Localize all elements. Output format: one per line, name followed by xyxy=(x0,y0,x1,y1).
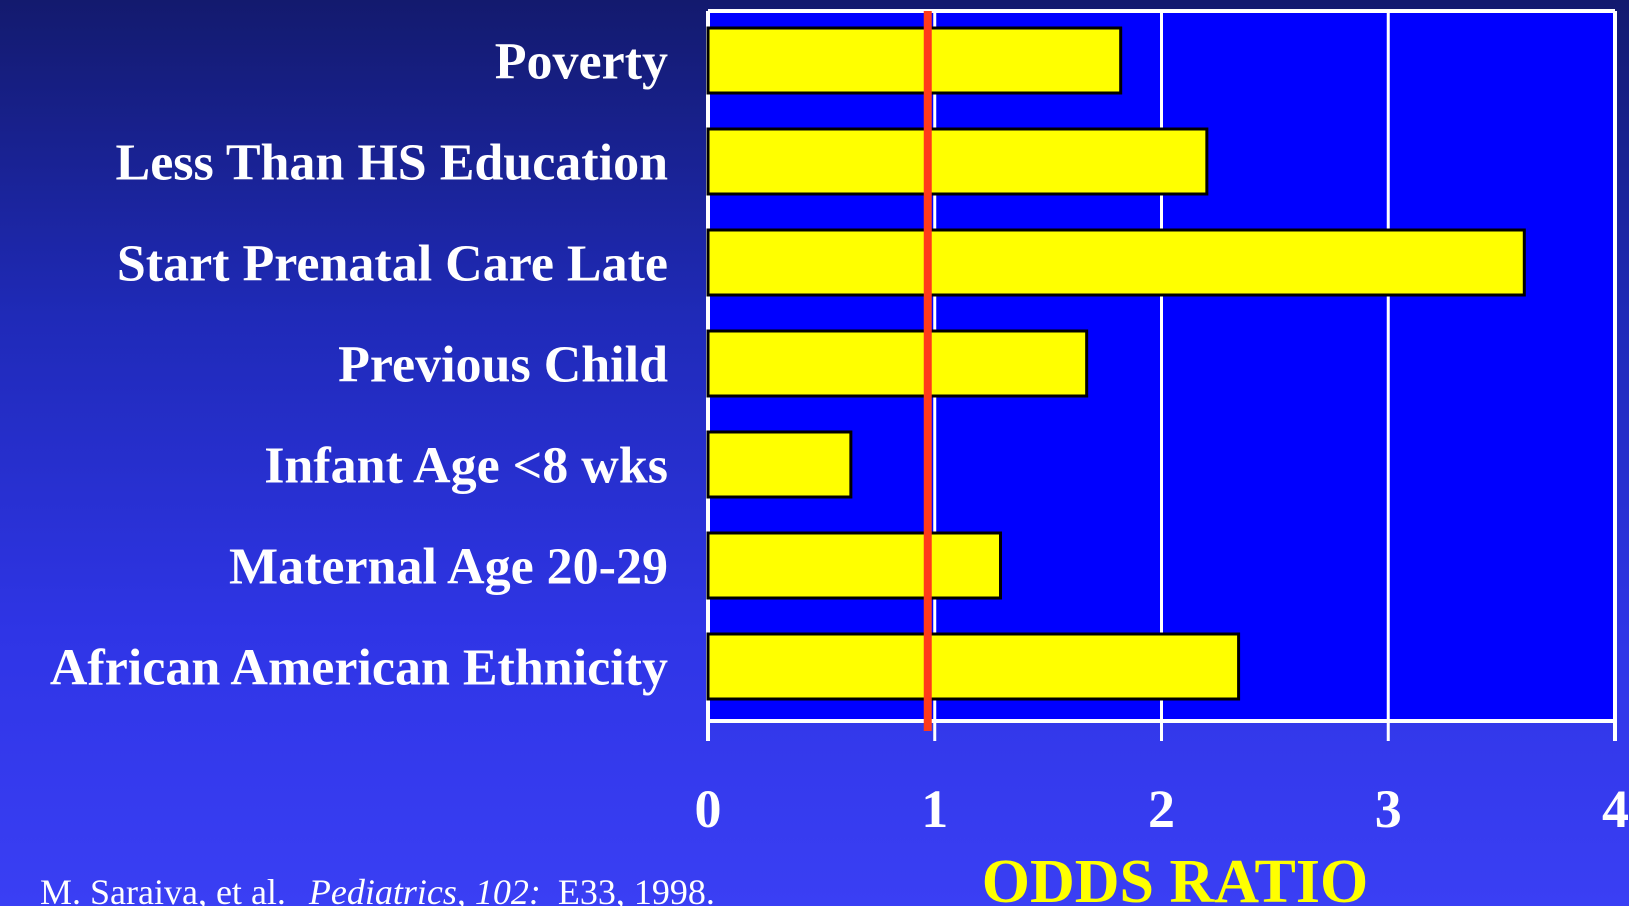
x-tick-label: 2 xyxy=(1148,779,1175,839)
citation-journal: Pediatrics, 102: xyxy=(308,872,541,906)
bars xyxy=(706,11,1526,731)
bar xyxy=(706,228,1526,297)
category-label: Less Than HS Education xyxy=(116,135,669,192)
category-label: Infant Age <8 wks xyxy=(264,438,668,495)
category-label: African American Ethnicity xyxy=(50,640,668,697)
bar xyxy=(706,632,1241,701)
bar xyxy=(706,329,1089,398)
category-label: Maternal Age 20-29 xyxy=(229,539,668,596)
citation-authors: M. Saraiva, et al. xyxy=(40,872,286,906)
bar xyxy=(706,531,1003,600)
citation: M. Saraiva, et al. Pediatrics, 102: E33,… xyxy=(40,872,715,906)
category-label: Previous Child xyxy=(338,337,668,394)
x-tick-label: 1 xyxy=(921,779,948,839)
citation-details: E33, 1998. xyxy=(558,872,715,906)
category-label: Poverty xyxy=(495,34,668,91)
bar xyxy=(706,127,1209,196)
bar xyxy=(706,430,853,499)
bar xyxy=(706,26,1123,95)
category-labels: Poverty Less Than HS Education Start Prena… xyxy=(50,34,668,697)
x-axis-title: ODDS RATIO xyxy=(982,848,1368,906)
x-tick-labels: 0 1 2 3 4 xyxy=(695,779,1629,839)
x-tick-label: 4 xyxy=(1602,779,1629,839)
category-label: Start Prenatal Care Late xyxy=(117,236,668,293)
x-tick-label: 0 xyxy=(695,779,722,839)
x-tick-label: 3 xyxy=(1375,779,1402,839)
